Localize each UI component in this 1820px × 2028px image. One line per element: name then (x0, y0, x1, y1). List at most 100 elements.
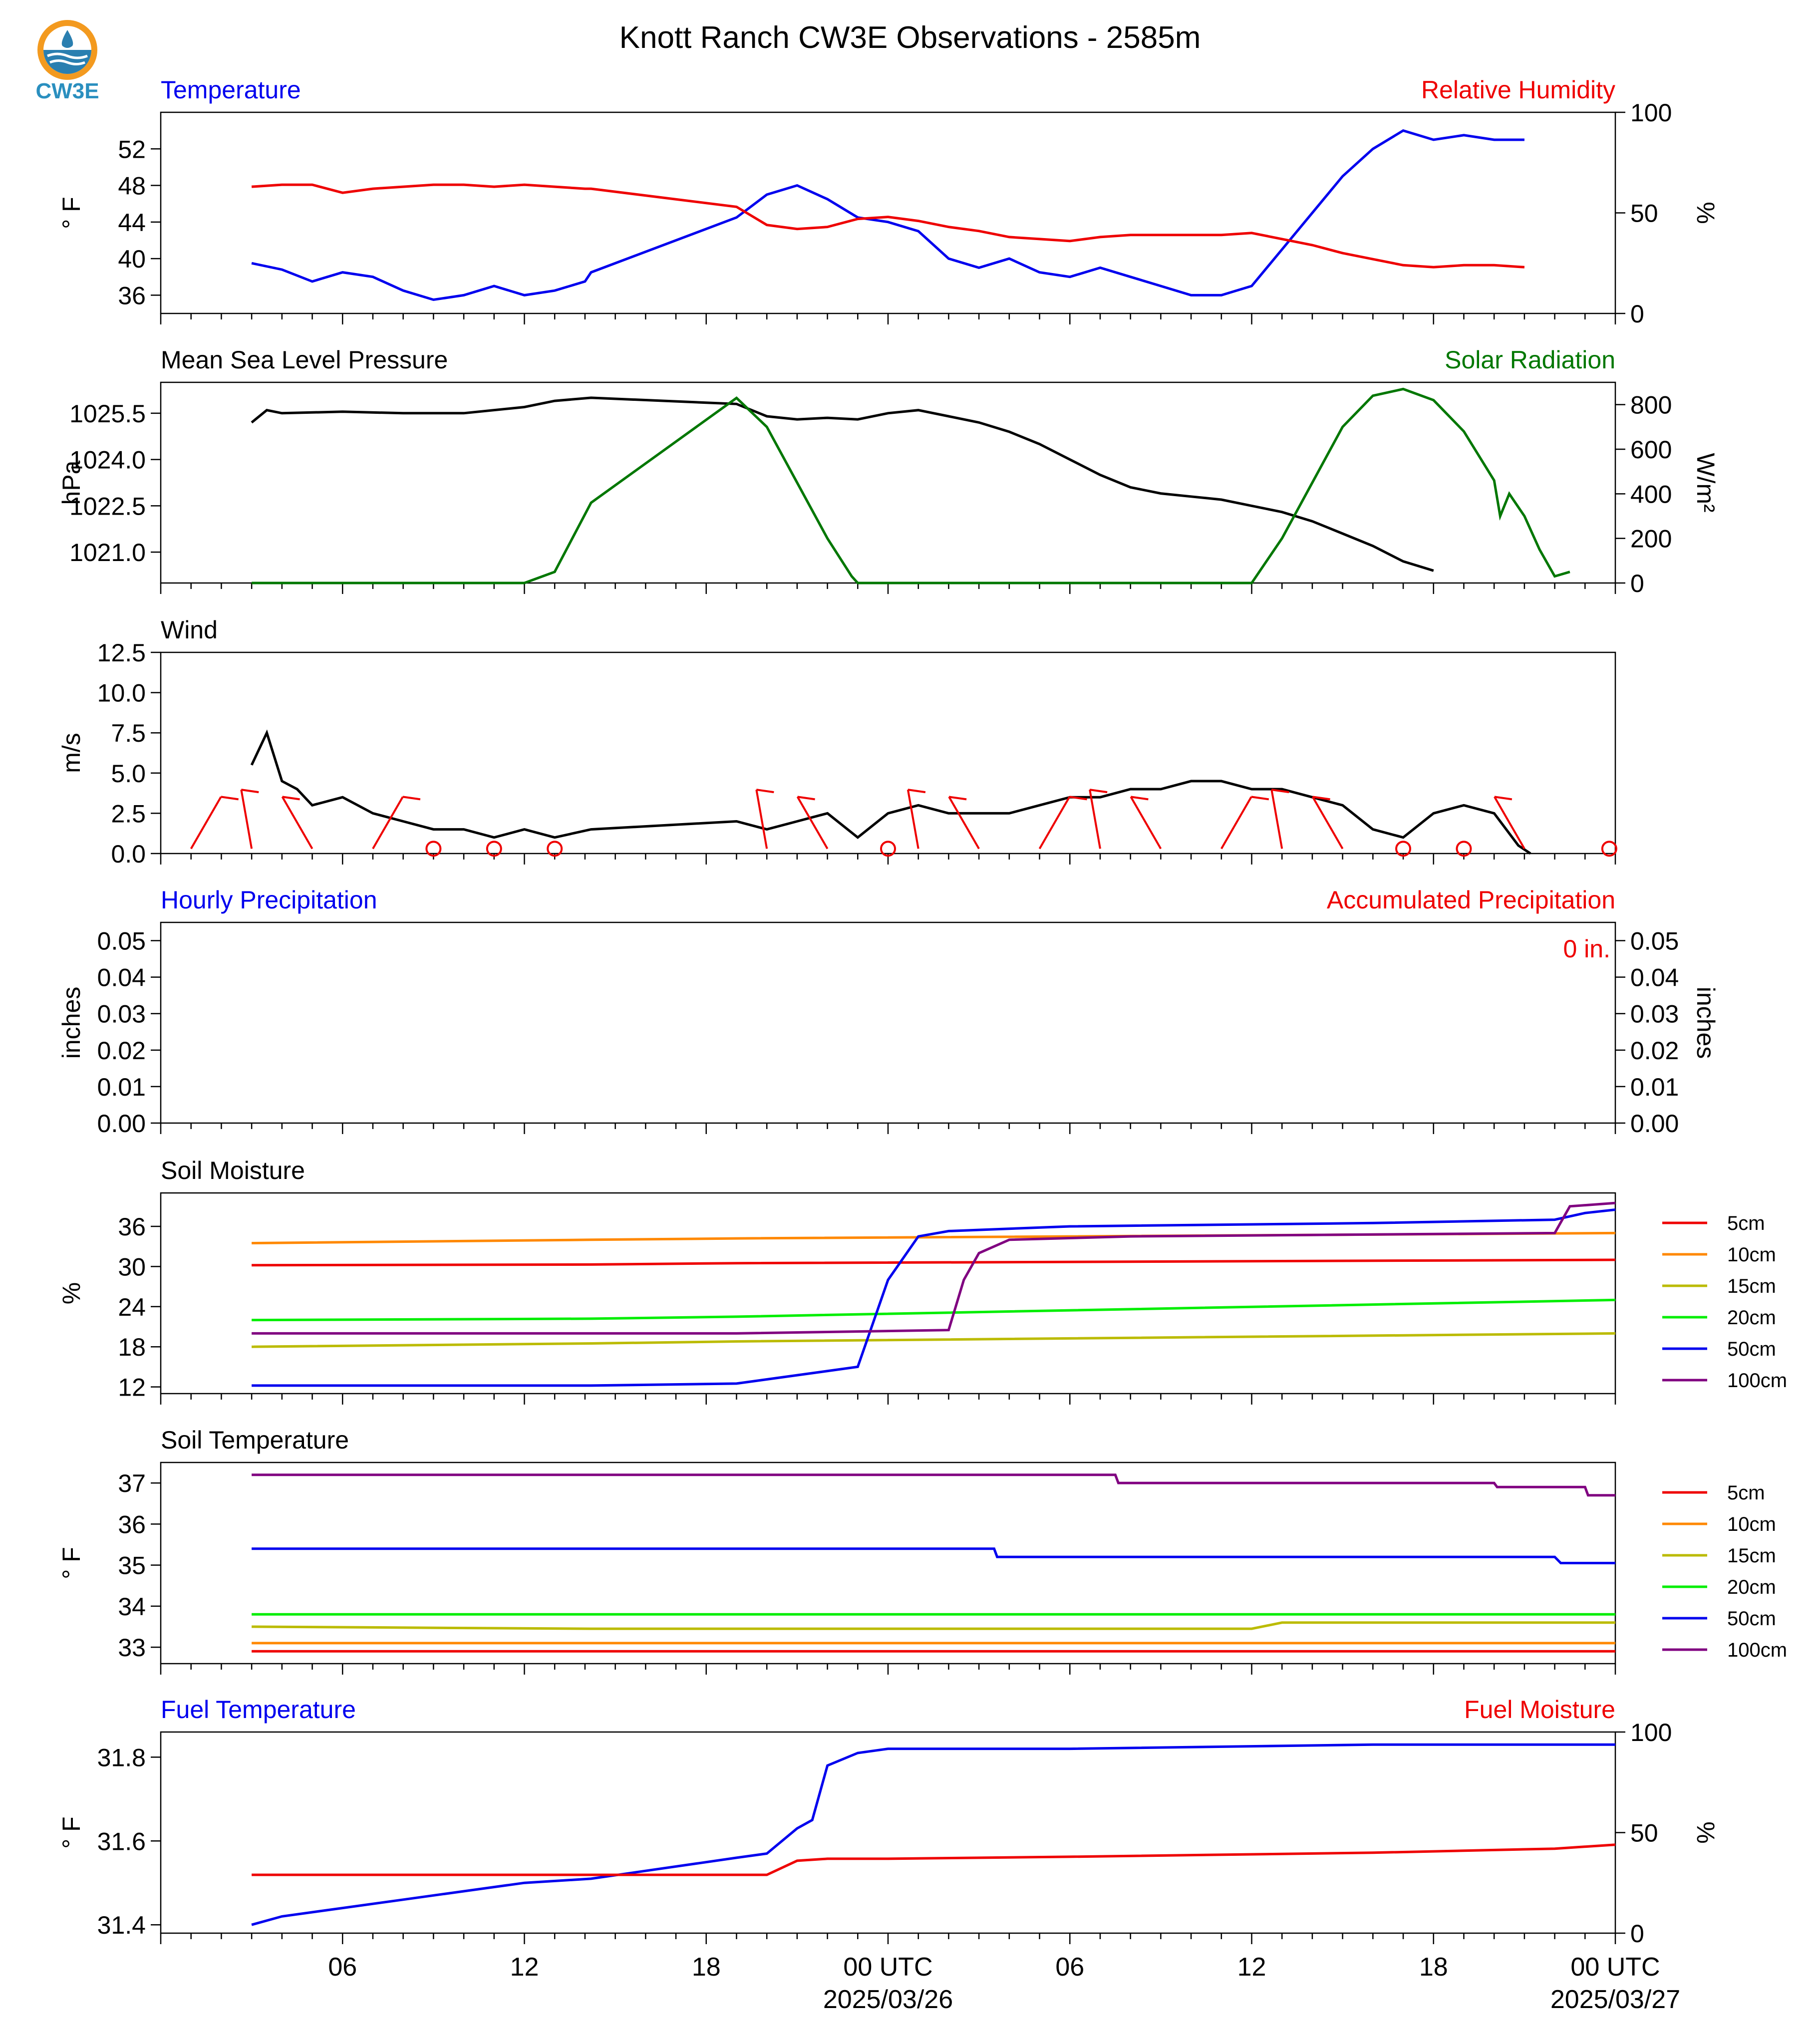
soil-moisture-50cm-seg-0 (252, 1208, 1616, 1387)
wind-barb-flag-8 (797, 796, 815, 801)
wind-barb-14 (1130, 796, 1162, 850)
y-tick-label-right: 400 (1630, 480, 1672, 508)
y-tick-label-left: 34 (118, 1593, 146, 1621)
soil-temp-100cm-seg-0 (252, 1473, 1615, 1497)
legend-label-20cm: 20cm (1727, 1576, 1776, 1598)
panel-frame-precip (160, 921, 1616, 1124)
panel-title-precip: Hourly Precipitation (161, 886, 377, 914)
left-unit-precip: inches (57, 987, 85, 1059)
legend-label-10cm: 10cm (1727, 1244, 1776, 1266)
wind-barb-flag-17 (1312, 796, 1330, 801)
panel-frame-wind (160, 651, 1616, 855)
x-date-label: 2025/03/27 (1550, 1985, 1680, 2014)
x-tick-label: 06 (1055, 1953, 1084, 1982)
wind-barb-flag-20 (1494, 796, 1513, 801)
y-tick-label-left: 52 (118, 135, 146, 163)
wind-barb-8 (796, 796, 829, 850)
x-tick-label: 06 (328, 1953, 357, 1982)
wind-barb-16 (1270, 789, 1283, 849)
right-unit-precip: inches (1692, 987, 1720, 1059)
wind-barb-3 (372, 796, 404, 850)
y-tick-label-right: 0 (1630, 1920, 1644, 1948)
wind-barb-1 (240, 789, 253, 849)
wind-barb-flag-12 (1069, 796, 1087, 801)
y-tick-label-right: 0.04 (1630, 964, 1679, 992)
wind-barb-flag-11 (948, 796, 967, 801)
y-tick-label-left: 36 (118, 282, 146, 309)
panel-title-pres: Mean Sea Level Pressure (161, 346, 448, 374)
panel-right-title-precip: Accumulated Precipitation (1327, 886, 1615, 914)
right-unit-fuel: % (1692, 1821, 1720, 1843)
wind-barb-12 (1038, 796, 1071, 850)
y-tick-label-left: 5.0 (111, 760, 146, 788)
y-tick-label-right: 50 (1630, 1819, 1658, 1847)
y-tick-label-left: 7.5 (111, 719, 146, 747)
y-tick-label-left: 18 (118, 1333, 146, 1361)
temperature-line-seg-0 (251, 129, 1524, 301)
left-unit-temp: ° F (57, 197, 85, 229)
cw3e-logo (30, 15, 110, 110)
y-tick-label-left: 2.5 (111, 800, 146, 828)
page-title: Knott Ranch CW3E Observations - 2585m (619, 20, 1201, 55)
fuel-moisture-line-seg-0 (252, 1843, 1616, 1876)
wind-speed-line-seg-0 (250, 729, 1531, 855)
left-unit-soilt: ° F (57, 1547, 85, 1579)
x-tick-label: 12 (1237, 1953, 1266, 1982)
precip-annotation: 0 in. (1563, 935, 1610, 963)
y-tick-label-right: 100 (1630, 1719, 1672, 1746)
y-tick-label-right: 0.02 (1630, 1037, 1679, 1065)
y-tick-label-left: 12.5 (97, 639, 146, 667)
y-tick-label-left: 44 (118, 209, 146, 237)
wind-barb-calm-21 (1601, 841, 1617, 857)
wind-barb-0 (190, 796, 222, 850)
y-tick-label-left: 35 (118, 1552, 146, 1580)
panel-right-title-temp: Relative Humidity (1421, 76, 1615, 104)
y-tick-label-left: 0.04 (97, 964, 146, 992)
soil-temp-15cm-seg-0 (252, 1621, 1615, 1630)
y-tick-label-left: 0.05 (97, 927, 146, 955)
wind-barb-flag-1 (241, 789, 259, 794)
y-tick-label-left: 33 (118, 1634, 146, 1662)
y-tick-label-left: 1025.5 (69, 400, 146, 428)
panel-title-soilt: Soil Temperature (161, 1426, 349, 1454)
wind-barb-flag-3 (402, 796, 421, 801)
left-unit-soilm: % (57, 1282, 85, 1304)
y-tick-label-left: 0.0 (111, 840, 146, 868)
panel-frame-temp (160, 111, 1616, 314)
soil-moisture-20cm-seg-0 (252, 1298, 1616, 1322)
legend-label-5cm: 5cm (1727, 1212, 1765, 1234)
y-tick-label-left: 0.02 (97, 1037, 146, 1065)
legend-label-5cm: 5cm (1727, 1482, 1765, 1504)
left-unit-fuel: ° F (57, 1816, 85, 1848)
legend-label-100cm: 100cm (1727, 1370, 1787, 1392)
wind-barb-2 (281, 796, 313, 850)
y-tick-label-left: 24 (118, 1293, 146, 1321)
left-unit-pres: hPa (57, 460, 85, 505)
legend-label-15cm: 15cm (1727, 1275, 1776, 1297)
panel-right-title-pres: Solar Radiation (1445, 346, 1615, 374)
y-tick-label-right: 50 (1630, 200, 1658, 228)
soil-moisture-100cm-seg-0 (252, 1201, 1616, 1335)
wind-barb-flag-2 (282, 796, 300, 801)
panel-title-soilm: Soil Moisture (161, 1157, 305, 1184)
wind-barb-11 (948, 796, 980, 850)
wind-barb-flag-0 (221, 796, 239, 801)
legend-label-100cm: 100cm (1727, 1639, 1787, 1661)
y-tick-label-right: 600 (1630, 436, 1672, 464)
humidity-line-seg-0 (251, 183, 1525, 269)
x-tick-label: 00 UTC (1570, 1953, 1660, 1982)
y-tick-label-left: 10.0 (97, 679, 146, 707)
y-tick-label-left: 36 (118, 1213, 146, 1241)
panel-title-fuel: Fuel Temperature (161, 1696, 356, 1724)
fuel-temp-line-seg-0 (251, 1743, 1615, 1926)
wind-barb-10 (907, 789, 919, 849)
y-tick-label-right: 0 (1630, 300, 1644, 328)
wind-barb-7 (755, 789, 768, 849)
x-tick-label: 18 (692, 1953, 721, 1982)
panel-title-temp: Temperature (161, 76, 301, 104)
panel-frame-soilt (160, 1461, 1616, 1665)
y-tick-label-right: 200 (1630, 525, 1672, 553)
panel-title-wind: Wind (161, 616, 218, 644)
y-tick-label-right: 0.01 (1630, 1073, 1679, 1101)
